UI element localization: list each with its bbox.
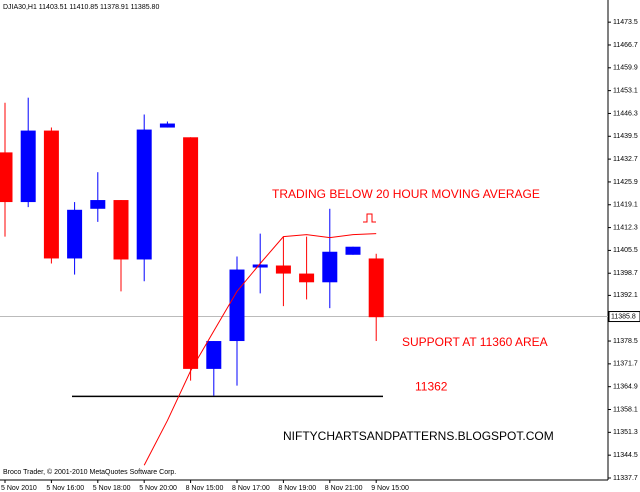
candle-body bbox=[322, 251, 338, 283]
y-tick-label: 11439.5 bbox=[613, 133, 638, 140]
y-tick-label: 11453.1 bbox=[613, 87, 638, 94]
y-tick-label: 11466.7 bbox=[613, 42, 638, 49]
y-tick-label: 11364.9 bbox=[613, 384, 638, 391]
annotation: NIFTYCHARTSANDPATTERNS.BLOGSPOT.COM bbox=[283, 429, 554, 443]
footer: Broco Trader, © 2001-2010 MetaQuotes Sof… bbox=[3, 468, 176, 476]
candle-body bbox=[113, 200, 129, 260]
y-tick-label: 11398.7 bbox=[613, 270, 638, 277]
y-tick-label: 11337.7 bbox=[613, 475, 638, 482]
candle-body bbox=[136, 129, 152, 260]
candle-body bbox=[159, 123, 175, 128]
chart-title: DJIA30,H1 11403.51 11410.85 11378.91 113… bbox=[3, 4, 159, 11]
x-tick-label: 5 Nov 18:00 bbox=[93, 485, 131, 492]
y-tick-label: 11392.1 bbox=[613, 292, 638, 299]
annotation: TRADING BELOW 20 HOUR MOVING AVERAGE bbox=[272, 187, 540, 201]
x-tick-label: 8 Nov 17:00 bbox=[232, 485, 270, 492]
x-tick-label: 8 Nov 15:00 bbox=[186, 485, 224, 492]
y-tick-label: 11378.5 bbox=[613, 338, 638, 345]
y-tick-label: 11446.3 bbox=[613, 110, 638, 117]
y-tick-label: 11351.3 bbox=[613, 429, 638, 436]
candle-body bbox=[368, 258, 384, 318]
y-tick-label: 11412.3 bbox=[613, 224, 638, 231]
y-tick-label: 11344.5 bbox=[613, 452, 638, 459]
candle-body bbox=[252, 264, 268, 268]
candle-body bbox=[0, 152, 13, 203]
candle-body bbox=[183, 137, 199, 369]
y-tick-label: 11371.7 bbox=[613, 361, 638, 368]
y-tick-label: 11405.5 bbox=[613, 247, 638, 254]
support-label: 11362 bbox=[415, 380, 448, 394]
x-tick-label: 9 Nov 15:00 bbox=[371, 485, 409, 492]
candle-body bbox=[20, 130, 36, 203]
x-tick-label: 5 Nov 20:00 bbox=[139, 485, 177, 492]
candle-body bbox=[299, 273, 315, 283]
annotation: SUPPORT AT 11360 AREA bbox=[402, 335, 548, 349]
candle-body bbox=[345, 246, 361, 255]
candle-body bbox=[206, 341, 222, 369]
candle-body bbox=[229, 269, 245, 342]
moving-average bbox=[143, 233, 377, 466]
arrow-icon bbox=[363, 213, 376, 223]
y-tick-label: 11473.5 bbox=[613, 19, 638, 26]
y-tick-label: 11419.1 bbox=[613, 202, 638, 209]
y-tick-label: 11459.9 bbox=[613, 65, 638, 72]
x-tick-label: 8 Nov 21:00 bbox=[325, 485, 363, 492]
x-tick-label: 5 Nov 2010 bbox=[1, 485, 37, 492]
last-price-label: 11385.8 bbox=[611, 313, 636, 320]
y-tick-label: 11432.7 bbox=[613, 156, 638, 163]
candle-body bbox=[90, 200, 106, 209]
last-price-box bbox=[608, 311, 640, 323]
x-tick-label: 8 Nov 19:00 bbox=[278, 485, 316, 492]
y-tick-label: 11358.1 bbox=[613, 406, 638, 413]
candle-body bbox=[275, 265, 291, 274]
candle-body bbox=[67, 209, 83, 259]
candle-body bbox=[43, 130, 59, 259]
x-tick-label: 5 Nov 16:00 bbox=[46, 485, 84, 492]
y-tick-label: 11425.9 bbox=[613, 179, 638, 186]
